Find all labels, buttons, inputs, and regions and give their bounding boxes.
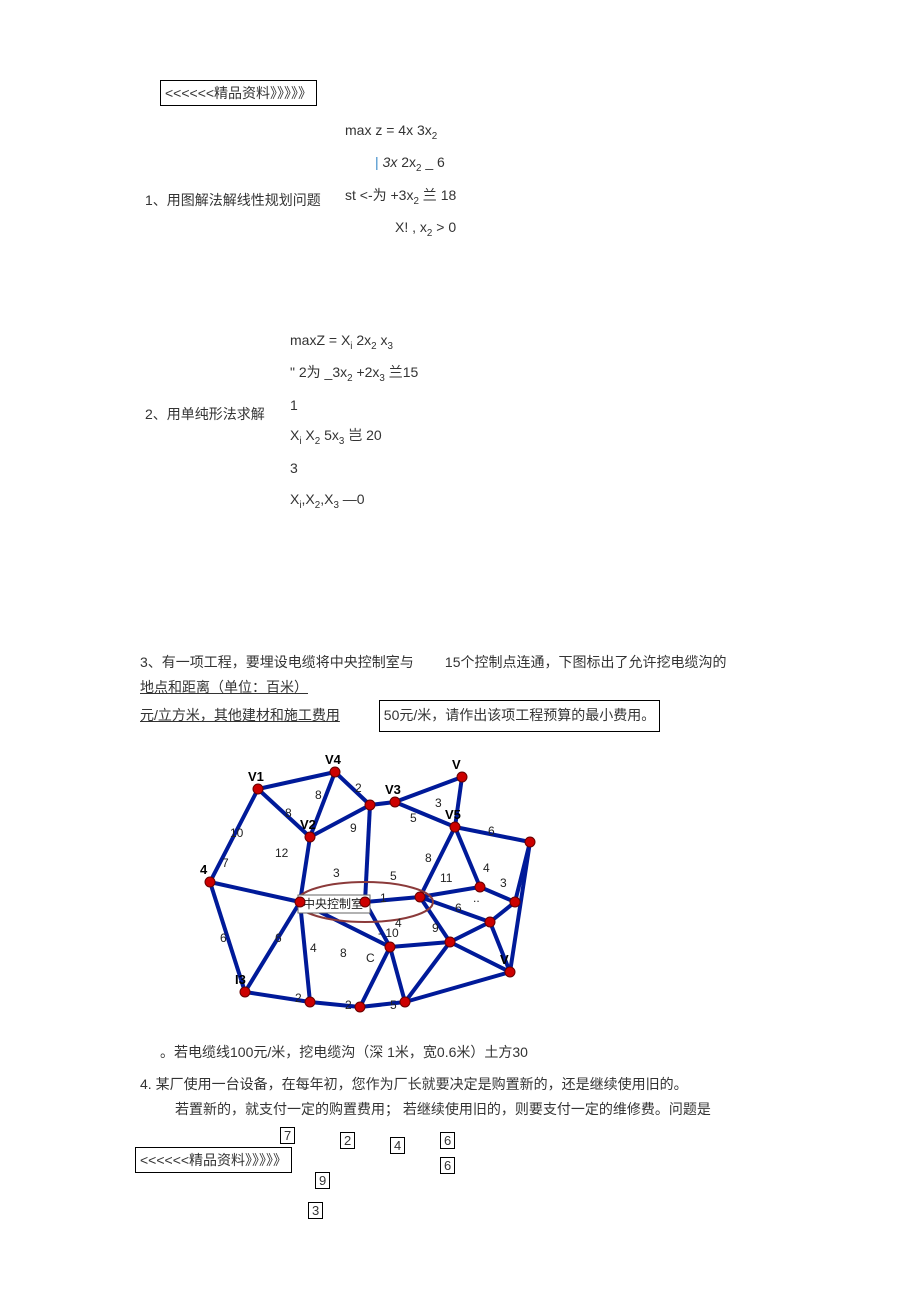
q4-p1: 4. 某厂使用一台设备，在每年初，您作为厂长就要决定是购置新的，还是继续使用旧的…	[140, 1072, 780, 1097]
q3-p3b: 50元/米，请作出该项工程预算的最小费用。	[379, 700, 660, 731]
svg-text:10: 10	[230, 826, 244, 840]
q2-label: 2、用单纯形法求解	[145, 404, 265, 424]
svg-text:12: 12	[275, 846, 289, 860]
q4-n7: 3	[308, 1202, 323, 1219]
q1-f-l2c: 2x	[397, 154, 416, 170]
q2-l5: 3	[290, 453, 418, 484]
svg-text:V: V	[452, 757, 461, 772]
q1-formula: max z = 4x 3x2 | 3x 2x2 _ 6 st <-为 +3x2 …	[345, 115, 456, 244]
q3-p3a: 元/立方米，其他建材和施工费用	[140, 707, 340, 723]
q4-n3: 4	[390, 1137, 405, 1154]
q2-l4c: X	[302, 427, 315, 443]
q4-n2: 2	[340, 1132, 355, 1149]
svg-text:3: 3	[500, 876, 507, 890]
svg-text:6: 6	[220, 931, 227, 945]
q3-graph: 中央控制室V1V4V3VV5V24I3V10882129753683511664…	[180, 747, 560, 1027]
q1-f-l3c: 兰 18	[419, 187, 456, 203]
svg-text:中央控制室: 中央控制室	[303, 896, 363, 911]
svg-text:4: 4	[200, 862, 208, 877]
q3: 3、有一项工程，要埋设电缆将中央控制室与 15个控制点连通，下图标出了允许挖电缆…	[140, 650, 780, 732]
q2-l1c: 2x	[352, 332, 371, 348]
q3-after: 。若电缆线100元/米，挖电缆沟（深 1米，宽0.6米）土方30	[160, 1042, 780, 1062]
svg-text:9: 9	[350, 821, 357, 835]
q2-l3: 1	[290, 390, 418, 421]
svg-text:11: 11	[440, 871, 453, 885]
svg-text:3: 3	[333, 866, 340, 880]
q2-l4g: 岂 20	[344, 427, 381, 443]
q4: 4. 某厂使用一台设备，在每年初，您作为厂长就要决定是购置新的，还是继续使用旧的…	[140, 1072, 780, 1122]
q1-f-l4: X! , x	[395, 219, 427, 235]
network-diagram: 中央控制室V1V4V3VV5V24I3V10882129753683511664…	[180, 747, 560, 1027]
svg-text:V5: V5	[445, 807, 461, 822]
svg-text:5: 5	[390, 869, 397, 883]
svg-text:3: 3	[435, 796, 442, 810]
svg-text:V: V	[500, 952, 509, 967]
q2-l2a: " 2为 _3x	[290, 364, 347, 380]
q2-l6a: X	[290, 491, 299, 507]
svg-text:1: 1	[380, 891, 387, 905]
svg-text:5: 5	[410, 811, 417, 825]
q2-l1e: x	[377, 332, 388, 348]
q1-f-l1: max z = 4x 3x	[345, 122, 432, 138]
q2-l2c: +2x	[353, 364, 380, 380]
svg-text:2: 2	[345, 998, 352, 1012]
svg-text:7: 7	[222, 856, 229, 870]
q1-label: 1、用图解法解线性规划问题	[145, 190, 321, 210]
q4-n5: 6	[440, 1157, 455, 1174]
svg-text:5: 5	[390, 998, 397, 1012]
svg-text:8: 8	[425, 851, 432, 865]
svg-text:9: 9	[432, 921, 439, 935]
q2-l6c: ,X	[302, 491, 315, 507]
q4-n6: 9	[315, 1172, 330, 1189]
q1-f-l3a: st <-为 +3x	[345, 187, 413, 203]
svg-text:V4: V4	[325, 752, 342, 767]
svg-text:V1: V1	[248, 769, 264, 784]
svg-text:8: 8	[285, 806, 292, 820]
svg-text:- 10: - 10	[378, 926, 399, 940]
svg-text:6: 6	[455, 901, 462, 915]
svg-text:8: 8	[315, 788, 322, 802]
svg-text:V3: V3	[385, 782, 401, 797]
q4-n1: 7	[280, 1127, 295, 1144]
q2-l2e: 兰15	[385, 364, 418, 380]
footer-marker: <<<<<<精品资料》》》》》	[135, 1147, 292, 1173]
q2-l1f: 3	[388, 341, 393, 352]
q2-l1a: maxZ = X	[290, 332, 350, 348]
q4-nums: 7 2 4 6 6 9 3 <<<<<<精品资料》》》》》	[150, 1122, 780, 1222]
svg-text:I3: I3	[235, 972, 246, 987]
q1-f-l2e: _ 6	[421, 154, 444, 170]
q2-l4e: 5x	[320, 427, 339, 443]
q2-formula: maxZ = Xi 2x2 x3 " 2为 _3x2 +2x3 兰15 1 Xi…	[290, 325, 418, 516]
svg-text:..: ..	[473, 891, 480, 905]
q4-n4: 6	[440, 1132, 455, 1149]
svg-text:4: 4	[310, 941, 317, 955]
q1-f-l2b: 3x	[383, 154, 398, 170]
q2-l6g: —0	[339, 491, 365, 507]
svg-text:6: 6	[488, 824, 495, 838]
svg-text:8: 8	[340, 946, 347, 960]
q2-l4a: X	[290, 427, 299, 443]
q3-p1b: 15个控制点连通，下图标出了允许挖电缆沟的	[445, 654, 727, 670]
q1-f-l2a: |	[375, 154, 383, 170]
q3-p1a: 3、有一项工程，要埋设电缆将中央控制室与	[140, 654, 414, 670]
svg-text:2: 2	[295, 991, 302, 1005]
svg-text:C: C	[366, 951, 375, 965]
svg-text:4: 4	[483, 861, 490, 875]
svg-text:2: 2	[355, 781, 362, 795]
q1-f-l4c: > 0	[432, 219, 456, 235]
q2-l6e: ,X	[320, 491, 333, 507]
q4-p2: 若置新的，就支付一定的购置费用； 若继续使用旧的，则要支付一定的维修费。问题是	[175, 1097, 780, 1122]
q1-f-l1-sub: 2	[432, 131, 437, 142]
svg-text:6: 6	[275, 931, 282, 945]
q3-p2: 地点和距离（单位：百米）	[140, 679, 308, 695]
svg-text:V2: V2	[300, 817, 316, 832]
header-marker: <<<<<<精品资料》》》》》	[160, 80, 317, 106]
